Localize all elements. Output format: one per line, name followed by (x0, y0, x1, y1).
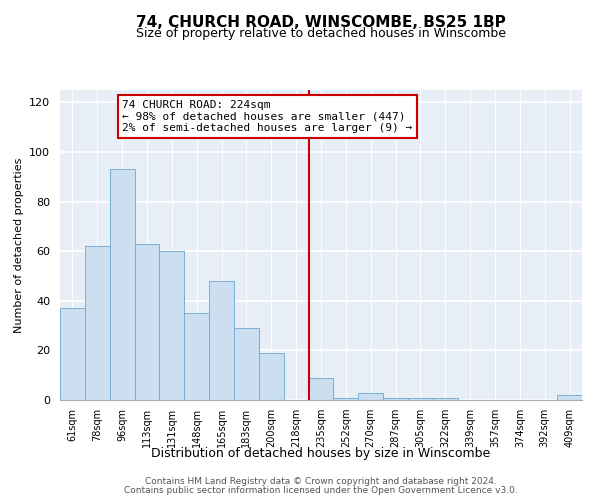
Bar (383, 398, 408, 400)
Bar (259, 353, 284, 400)
Bar (358, 392, 383, 400)
Bar (160, 251, 184, 400)
Bar (308, 378, 334, 400)
Text: Contains public sector information licensed under the Open Government Licence v3: Contains public sector information licen… (124, 486, 518, 495)
Text: 74, CHURCH ROAD, WINSCOMBE, BS25 1BP: 74, CHURCH ROAD, WINSCOMBE, BS25 1BP (136, 15, 506, 30)
Text: Distribution of detached houses by size in Winscombe: Distribution of detached houses by size … (151, 448, 491, 460)
Bar (85, 246, 110, 400)
Text: Size of property relative to detached houses in Winscombe: Size of property relative to detached ho… (136, 28, 506, 40)
Y-axis label: Number of detached properties: Number of detached properties (14, 158, 23, 332)
Bar (433, 398, 458, 400)
Bar (408, 398, 433, 400)
Bar (184, 313, 209, 400)
Bar (334, 398, 358, 400)
Bar (234, 328, 259, 400)
Text: Contains HM Land Registry data © Crown copyright and database right 2024.: Contains HM Land Registry data © Crown c… (145, 478, 497, 486)
Bar (209, 281, 234, 400)
Bar (557, 395, 582, 400)
Bar (60, 308, 85, 400)
Bar (110, 170, 134, 400)
Bar (134, 244, 160, 400)
Text: 74 CHURCH ROAD: 224sqm
← 98% of detached houses are smaller (447)
2% of semi-det: 74 CHURCH ROAD: 224sqm ← 98% of detached… (122, 100, 412, 133)
